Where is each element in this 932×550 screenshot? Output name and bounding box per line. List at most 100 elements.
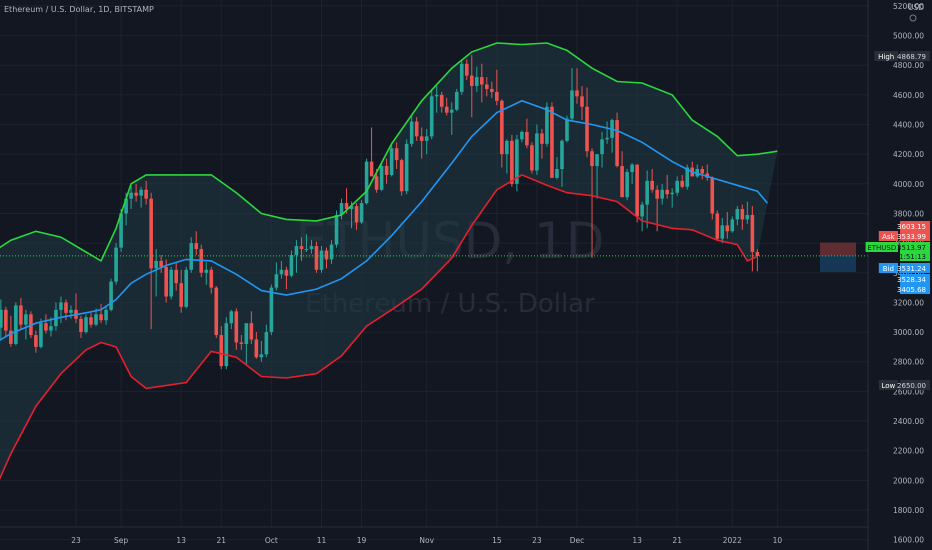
candle	[389, 143, 394, 177]
low-tag-box	[900, 379, 930, 390]
candle	[429, 88, 434, 140]
candle-body	[364, 161, 369, 204]
candle-body	[635, 164, 639, 217]
candle-body	[510, 140, 514, 184]
candle	[730, 216, 735, 233]
candle-body	[209, 269, 214, 288]
blue-price-tag-b-box	[900, 284, 930, 294]
candle	[359, 200, 364, 224]
candle	[134, 183, 138, 202]
candle	[665, 174, 669, 199]
candle-body	[314, 246, 319, 270]
ask-tag-label-box	[878, 231, 898, 241]
currency-label: USD	[908, 3, 924, 12]
candle-body	[239, 342, 244, 344]
time-tick-label: 11	[317, 536, 327, 545]
price-tick-label: 2400.00	[893, 417, 924, 426]
candle	[469, 55, 474, 118]
candle-body	[444, 106, 449, 113]
candle-body	[670, 192, 674, 195]
candle-body	[715, 213, 720, 239]
candle-body	[525, 131, 529, 146]
candle-body	[224, 323, 229, 367]
lower-band-line	[0, 174, 758, 481]
candle	[364, 158, 369, 205]
candle-body	[144, 189, 148, 199]
candle-body	[449, 109, 454, 113]
candle	[109, 278, 113, 312]
candle-body	[374, 176, 379, 190]
candle-body	[0, 309, 3, 328]
candle-body	[354, 206, 359, 223]
blue-price-tag-a: 3528.34	[897, 274, 930, 284]
candle	[219, 326, 224, 370]
candle-body	[274, 274, 279, 288]
countdown-tag: 21:51:13	[895, 251, 930, 261]
candle-body	[139, 189, 143, 196]
candle	[590, 148, 594, 258]
candle-body	[645, 180, 649, 205]
candle	[314, 241, 319, 273]
candle-body	[244, 323, 249, 344]
candle-body	[94, 314, 98, 325]
candle	[189, 237, 194, 273]
candle-body	[184, 269, 189, 307]
candle-body	[740, 209, 745, 220]
candle-body	[560, 140, 564, 170]
candle-body	[454, 91, 459, 110]
candle-body	[580, 96, 584, 107]
candle	[630, 163, 634, 184]
candle-body	[665, 189, 669, 195]
candle-body	[570, 90, 574, 119]
candle-body	[299, 246, 304, 250]
price-tick-label: 4200.00	[893, 150, 924, 159]
candle-body	[640, 204, 644, 217]
candle-body	[4, 309, 8, 331]
candle	[34, 330, 38, 353]
time-tick-label: 23	[532, 536, 542, 545]
candle-body	[545, 106, 549, 144]
candle-body	[344, 203, 349, 210]
candle	[144, 180, 148, 205]
candle	[515, 134, 519, 192]
candle-body	[129, 192, 133, 199]
candle	[490, 81, 494, 98]
middle-band-line	[0, 99, 769, 341]
last-tag-value: 3513.97	[897, 244, 926, 252]
candle	[194, 231, 199, 255]
candle-body	[439, 94, 444, 107]
candle-body	[169, 269, 173, 297]
candle-body	[369, 161, 374, 177]
candle-body	[555, 169, 559, 178]
candle-body	[339, 203, 344, 215]
candle	[159, 254, 163, 273]
candle	[740, 204, 745, 230]
candle-body	[9, 330, 13, 344]
blue-price-tag-b: 3405.68	[897, 284, 930, 294]
candle-body	[585, 106, 589, 152]
candle-body	[334, 214, 339, 245]
candle	[119, 209, 123, 253]
candle	[304, 234, 309, 253]
candle-body	[535, 133, 539, 171]
countdown-tag-box	[900, 251, 930, 261]
candle	[585, 87, 589, 158]
candle-body	[730, 219, 735, 232]
candle	[274, 262, 279, 291]
candle	[44, 314, 48, 334]
candle	[369, 127, 374, 177]
candle	[324, 247, 329, 269]
candle	[444, 97, 449, 116]
ask-tag-label: Ask	[878, 231, 898, 241]
candle-body	[44, 323, 48, 331]
low-tag-label: Low	[878, 379, 898, 390]
candle	[294, 240, 299, 273]
candle-body	[700, 169, 705, 174]
candle-body	[304, 249, 309, 251]
candle-body	[710, 177, 715, 214]
candle-body	[755, 252, 760, 256]
candle	[39, 318, 43, 349]
candle-body	[179, 283, 184, 307]
